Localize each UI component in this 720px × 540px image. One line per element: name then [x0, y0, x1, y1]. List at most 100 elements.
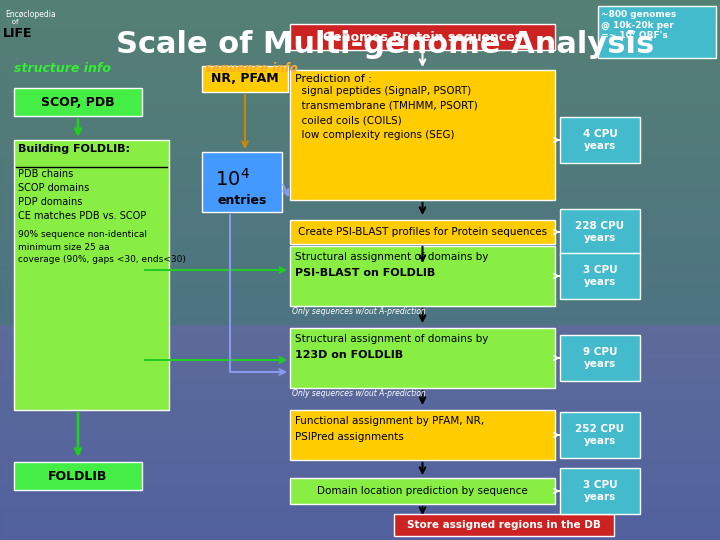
Text: ~800 genomes
@ 10k-20k per
=~ 10⁷ ORF's: ~800 genomes @ 10k-20k per =~ 10⁷ ORF's — [601, 10, 676, 40]
Bar — [0, 125, 720, 126]
Text: Scale of Multi-genome Analysis: Scale of Multi-genome Analysis — [116, 30, 654, 59]
Bar — [0, 288, 720, 289]
Bar — [0, 168, 720, 169]
Bar — [0, 522, 720, 523]
Bar — [0, 220, 720, 221]
Bar — [0, 380, 720, 381]
Bar — [0, 155, 720, 156]
Bar — [0, 485, 720, 486]
Bar — [0, 200, 720, 201]
Bar — [0, 513, 720, 514]
Bar — [0, 117, 720, 118]
Bar — [0, 240, 720, 241]
Bar — [0, 179, 720, 180]
Bar — [0, 158, 720, 159]
Bar — [0, 121, 720, 122]
Bar — [0, 504, 720, 505]
Bar — [0, 449, 720, 450]
Bar — [598, 6, 716, 58]
Bar — [0, 264, 720, 265]
Bar — [0, 229, 720, 230]
Bar — [0, 309, 720, 310]
Bar — [0, 275, 720, 276]
Bar — [0, 143, 720, 144]
Bar — [0, 50, 720, 51]
Bar — [0, 402, 720, 403]
Bar — [0, 116, 720, 117]
Bar — [0, 473, 720, 474]
Bar — [0, 13, 720, 14]
Text: LIFE: LIFE — [3, 27, 32, 40]
Bar — [0, 42, 720, 43]
Bar — [0, 219, 720, 220]
Bar — [0, 310, 720, 311]
Bar — [0, 29, 720, 30]
Bar — [0, 521, 720, 522]
Bar — [0, 482, 720, 483]
Bar — [0, 157, 720, 158]
Bar — [0, 385, 720, 386]
Bar — [0, 183, 720, 184]
Bar — [0, 262, 720, 263]
Bar — [0, 22, 720, 23]
Bar — [0, 363, 720, 364]
Bar — [0, 135, 720, 136]
Bar — [0, 511, 720, 512]
Bar — [0, 170, 720, 171]
Bar — [0, 249, 720, 250]
Bar — [0, 388, 720, 389]
Text: Only sequences w/out A-prediction: Only sequences w/out A-prediction — [292, 307, 426, 316]
Bar — [0, 120, 720, 121]
Bar — [0, 258, 720, 259]
Bar — [0, 250, 720, 251]
Bar — [0, 43, 720, 44]
Bar — [0, 280, 720, 281]
Bar — [0, 368, 720, 369]
Bar — [0, 500, 720, 501]
Bar — [0, 427, 720, 428]
Bar — [0, 51, 720, 52]
Bar — [14, 88, 142, 116]
Bar — [0, 56, 720, 57]
Bar — [0, 286, 720, 287]
Bar — [0, 207, 720, 208]
Bar — [0, 328, 720, 329]
Bar — [0, 239, 720, 240]
Bar — [0, 526, 720, 527]
Bar — [0, 496, 720, 497]
Bar — [0, 199, 720, 200]
Bar — [0, 217, 720, 218]
Text: Encøclopedia: Encøclopedia — [5, 10, 55, 19]
Bar — [560, 412, 640, 458]
Bar — [0, 466, 720, 467]
Text: signal peptides (SignalP, PSORT)
  transmembrane (TMHMM, PSORT)
  coiled coils (: signal peptides (SignalP, PSORT) transme… — [295, 86, 478, 140]
Bar — [0, 71, 720, 72]
Bar — [0, 65, 720, 66]
Bar — [0, 90, 720, 91]
Bar — [0, 112, 720, 113]
Bar — [0, 296, 720, 297]
Bar — [0, 180, 720, 181]
Bar — [0, 189, 720, 190]
Bar — [0, 241, 720, 242]
Bar — [0, 381, 720, 382]
Bar — [0, 197, 720, 198]
Bar — [0, 520, 720, 521]
Bar — [0, 270, 720, 271]
Bar — [0, 406, 720, 407]
Bar — [0, 201, 720, 202]
Bar — [0, 304, 720, 305]
Bar — [0, 392, 720, 393]
Bar — [0, 177, 720, 178]
Bar — [0, 18, 720, 19]
Bar — [0, 273, 720, 274]
Bar — [0, 181, 720, 182]
Bar — [0, 437, 720, 438]
Bar — [0, 69, 720, 70]
Text: Prediction of :: Prediction of : — [295, 74, 372, 84]
Bar — [0, 289, 720, 290]
Bar — [0, 407, 720, 408]
Bar — [0, 294, 720, 295]
Bar — [0, 184, 720, 185]
Bar — [0, 279, 720, 280]
